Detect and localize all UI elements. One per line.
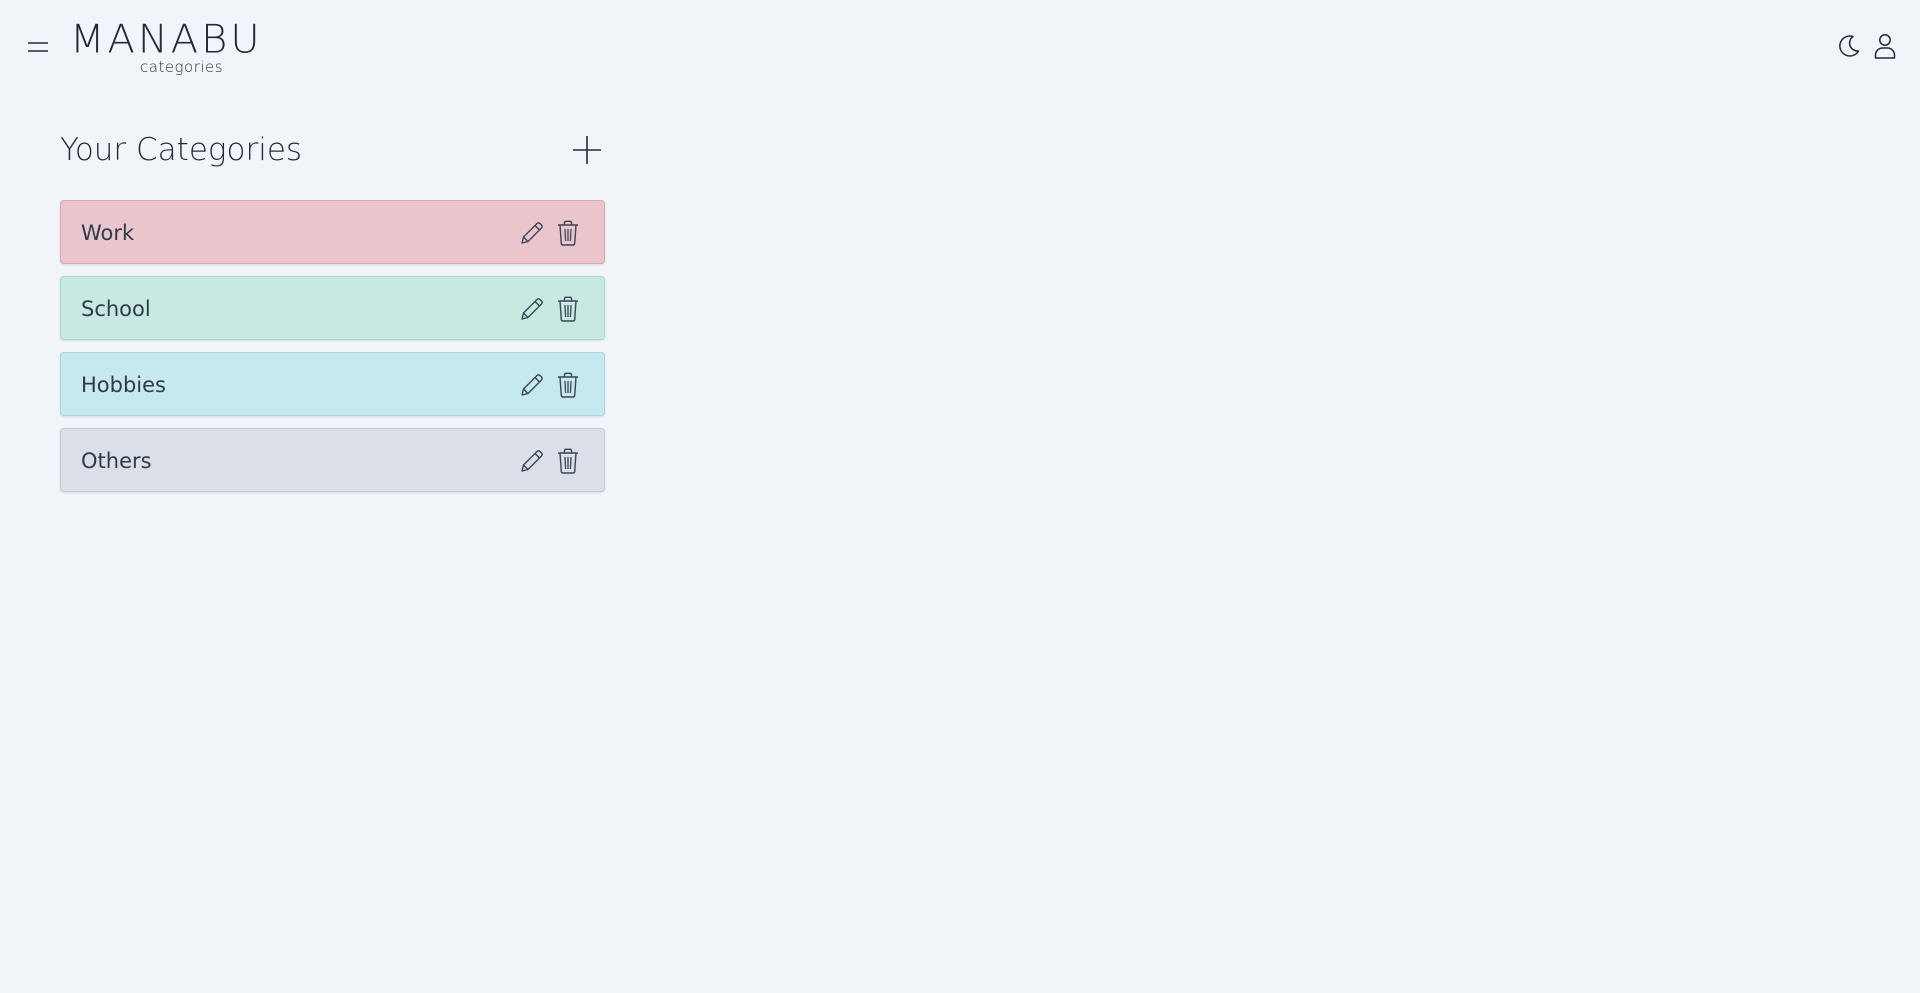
- pencil-icon[interactable]: [518, 219, 546, 247]
- category-card-others[interactable]: Others: [60, 428, 605, 492]
- trash-icon[interactable]: [554, 219, 582, 247]
- add-category-button[interactable]: [569, 132, 605, 168]
- logo-title: MANABU: [70, 17, 263, 63]
- category-list: Work School Hobbies Others: [60, 200, 605, 504]
- category-actions: [518, 371, 582, 399]
- category-label: Hobbies: [81, 373, 166, 397]
- menu-icon[interactable]: [26, 36, 50, 58]
- user-icon[interactable]: [1872, 32, 1898, 60]
- trash-icon[interactable]: [554, 295, 582, 323]
- category-card-school[interactable]: School: [60, 276, 605, 340]
- category-label: Work: [81, 221, 135, 245]
- trash-icon[interactable]: [554, 447, 582, 475]
- category-label: School: [81, 297, 151, 321]
- moon-icon[interactable]: [1836, 32, 1862, 60]
- app-logo[interactable]: MANABU categories: [70, 18, 260, 80]
- trash-icon[interactable]: [554, 371, 582, 399]
- category-label: Others: [81, 449, 152, 473]
- header-actions: [1836, 32, 1898, 60]
- pencil-icon[interactable]: [518, 295, 546, 323]
- app-header: MANABU categories: [0, 0, 1920, 96]
- pencil-icon[interactable]: [518, 371, 546, 399]
- page-title: Your Categories: [60, 132, 303, 168]
- category-card-hobbies[interactable]: Hobbies: [60, 352, 605, 416]
- plus-icon: [571, 134, 603, 166]
- category-actions: [518, 219, 582, 247]
- category-actions: [518, 447, 582, 475]
- title-row: Your Categories: [60, 128, 605, 172]
- categories-panel: Your Categories Work School: [60, 128, 605, 492]
- logo-subtitle: categories: [140, 58, 224, 76]
- category-card-work[interactable]: Work: [60, 200, 605, 264]
- category-actions: [518, 295, 582, 323]
- pencil-icon[interactable]: [518, 447, 546, 475]
